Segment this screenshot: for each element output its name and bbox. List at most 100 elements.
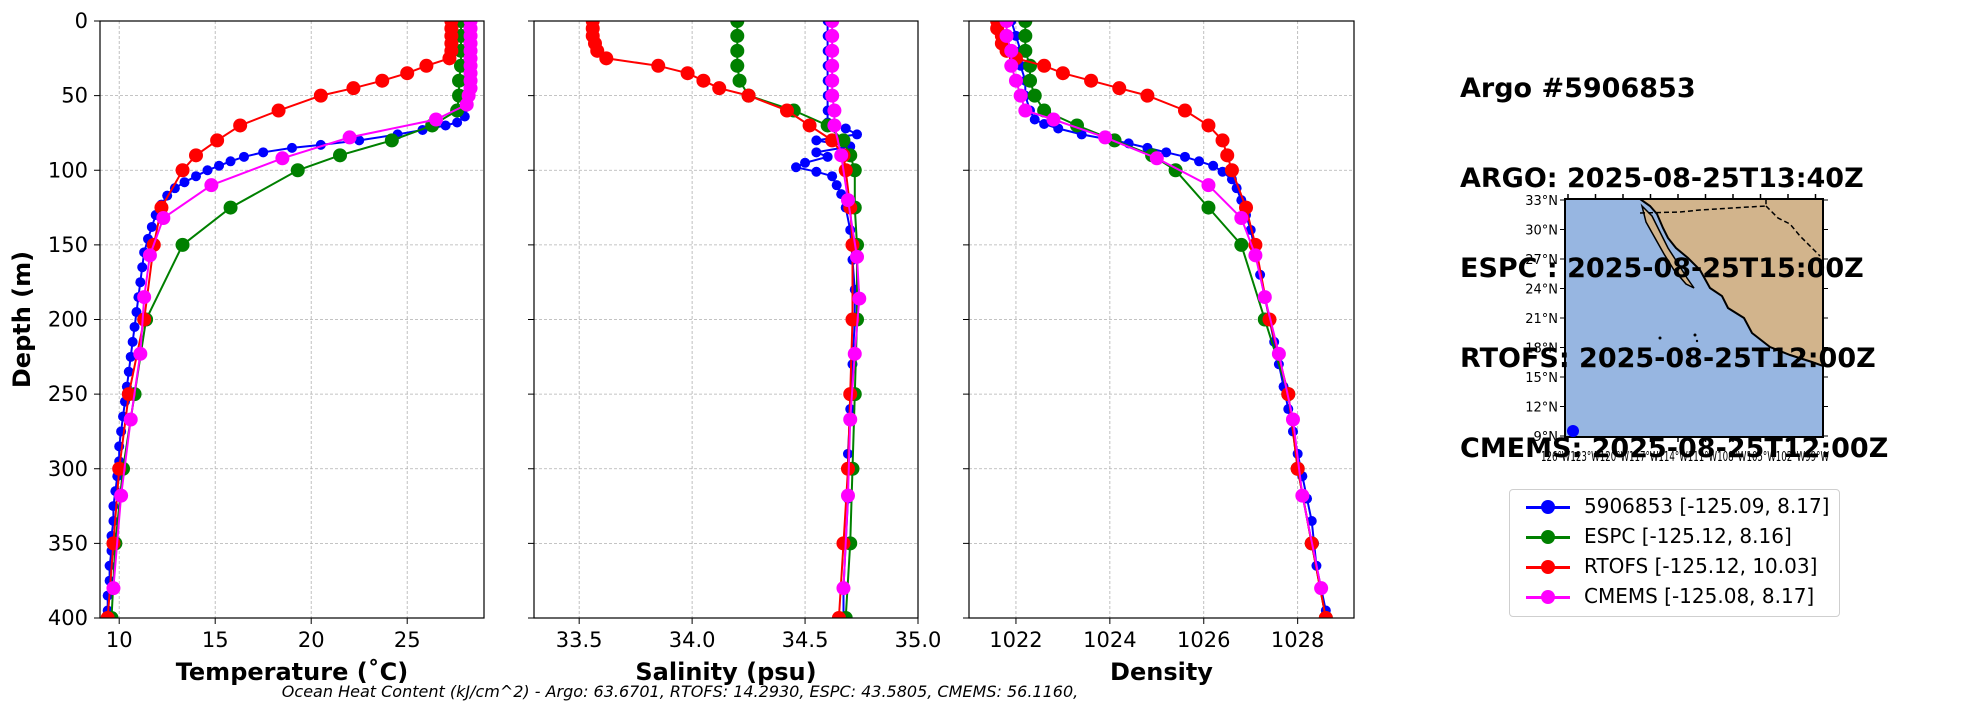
data-point (999, 21, 1014, 28)
data-point (114, 488, 129, 503)
y-tick-label: 0 (75, 9, 88, 33)
data-point (453, 43, 468, 58)
y-axis-label: Depth (m) (8, 251, 36, 388)
series-group (100, 21, 478, 618)
data-point (1239, 200, 1254, 215)
data-point (129, 321, 140, 332)
data-point (137, 290, 152, 305)
data-point (1010, 30, 1021, 41)
data-point (1098, 130, 1113, 145)
data-point (1013, 88, 1028, 103)
data-point (127, 336, 138, 347)
data-point (999, 28, 1014, 43)
island (1695, 339, 1699, 343)
x-tick-label: 10 (106, 628, 133, 652)
data-point (1220, 148, 1235, 163)
legend-label: CMEMS [-125.08, 8.17] (1584, 584, 1815, 608)
data-point (843, 412, 858, 427)
data-point (831, 611, 846, 618)
x-tick-label: 34.5 (782, 628, 829, 652)
data-point (202, 165, 213, 176)
data-point (146, 221, 157, 232)
series-line-5906853 (1010, 21, 1327, 618)
legend-marker (1541, 500, 1555, 514)
x-tick-label: 15 (202, 628, 229, 652)
y-tick-label: 150 (48, 233, 88, 257)
data-point (1314, 581, 1329, 596)
data-point (836, 581, 851, 596)
data-point (1290, 461, 1305, 476)
data-point (836, 536, 851, 551)
data-point (852, 291, 867, 306)
lat-label: 12°N (1525, 401, 1558, 416)
data-point (1224, 163, 1239, 178)
data-point (1140, 88, 1155, 103)
lat-label: 15°N (1525, 371, 1558, 386)
legend-item-argo: 5906853 [-125.09, 8.17] (1518, 492, 1838, 522)
data-point (845, 312, 860, 327)
rtofs-time: RTOFS: 2025-08-25T12:00Z (1460, 343, 1876, 374)
ocean-heat-content: Ocean Heat Content (kJ/cm^2) - Argo: 63.… (281, 682, 1079, 701)
data-point (239, 151, 249, 162)
data-point (137, 312, 152, 327)
data-point (1037, 103, 1052, 118)
data-point (346, 81, 361, 96)
x-tick-label: 1026 (1177, 628, 1230, 652)
data-point (852, 129, 863, 140)
lat-label: 24°N (1525, 283, 1558, 298)
data-point (811, 135, 822, 146)
data-point (1179, 151, 1190, 162)
data-point (730, 43, 745, 58)
data-point (845, 237, 860, 252)
data-point (271, 103, 286, 118)
data-point (847, 346, 862, 361)
data-point (811, 147, 822, 158)
data-point (1023, 73, 1038, 88)
island (1658, 336, 1662, 340)
data-point (730, 21, 745, 28)
y-tick-label: 200 (48, 308, 88, 332)
data-point (831, 180, 842, 191)
data-point (123, 366, 134, 377)
data-point (827, 103, 842, 118)
data-point (1271, 346, 1286, 361)
data-point (836, 133, 851, 148)
data-point (825, 88, 840, 103)
data-point (791, 162, 802, 173)
x-tick-label: 1028 (1271, 628, 1324, 652)
series-group (990, 21, 1333, 618)
espc-time: ESPC : 2025-08-25T15:00Z (1460, 253, 1864, 284)
data-point (1295, 488, 1310, 503)
y-tick-label: 300 (48, 457, 88, 481)
lat-label: 9°N (1534, 430, 1559, 445)
data-point (142, 248, 157, 263)
legend-marker (1541, 590, 1555, 604)
float-title: Argo #5906853 (1460, 73, 1696, 104)
data-point (100, 611, 115, 618)
data-point (1018, 21, 1033, 28)
data-point (840, 193, 855, 208)
data-point (154, 200, 169, 215)
data-point (1194, 156, 1205, 167)
data-point (825, 21, 840, 28)
data-point (1029, 114, 1040, 125)
data-point (1257, 290, 1272, 305)
data-point (696, 73, 711, 88)
data-point (419, 58, 434, 73)
data-point (258, 147, 269, 158)
data-point (779, 103, 794, 118)
lat-label: 21°N (1525, 312, 1558, 327)
data-point (131, 307, 142, 318)
data-point (453, 28, 468, 43)
data-point (1234, 237, 1249, 252)
data-point (1037, 58, 1052, 73)
data-point (210, 133, 225, 148)
data-point (214, 160, 225, 171)
data-point (1055, 66, 1070, 81)
data-point (175, 163, 190, 178)
data-point (354, 135, 365, 146)
data-point (179, 177, 190, 188)
data-point (822, 151, 833, 162)
data-point (453, 58, 468, 73)
